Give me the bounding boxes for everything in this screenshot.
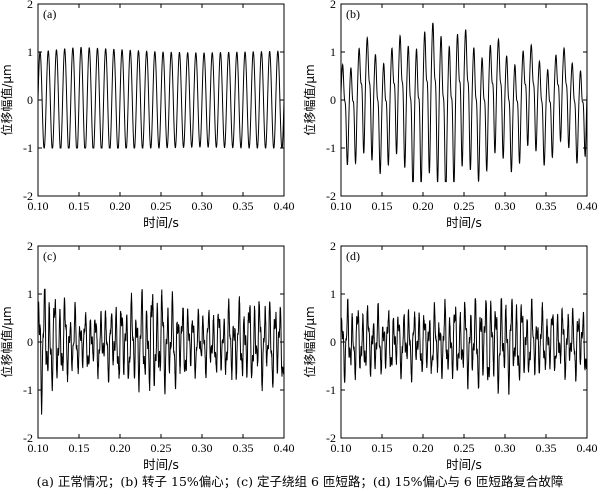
waveform-line xyxy=(341,22,587,183)
x-axis-label: 时间/s xyxy=(446,215,482,230)
x-tick-label: 0.40 xyxy=(274,441,295,455)
x-tick-label: 0.10 xyxy=(28,441,49,455)
y-tick-label: -1 xyxy=(23,141,33,155)
x-tick-label: 0.20 xyxy=(110,441,131,455)
y-tick-label: 0 xyxy=(330,335,336,349)
y-tick-label: 1 xyxy=(27,45,33,59)
waveform-line xyxy=(341,298,587,395)
y-axis-label: 位移幅值/μm xyxy=(0,306,14,377)
x-tick-label: 0.30 xyxy=(495,199,516,213)
y-tick-label: 0 xyxy=(27,93,33,107)
y-tick-label: 1 xyxy=(27,287,33,301)
x-tick-label: 0.15 xyxy=(69,199,90,213)
x-tick-label: 0.15 xyxy=(372,199,393,213)
x-tick-label: 0.25 xyxy=(454,441,475,455)
chart-a: 0.10 0.15 0.20 0.25 0.30 0.35 0.40 2 1 0 -1 -2 (a) 时间… xyxy=(0,0,295,230)
x-tick-label: 0.40 xyxy=(274,199,295,213)
x-tick-label: 0.30 xyxy=(495,441,516,455)
y-tick-label: -2 xyxy=(326,431,336,445)
x-tick-label: 0.20 xyxy=(110,199,131,213)
x-tick-label: 0.25 xyxy=(151,199,172,213)
figure-caption: (a) 正常情况；(b) 转子 15%偏心；(c) 定子绕组 6 匝短路；(d)… xyxy=(36,474,564,489)
x-tick-label: 0.25 xyxy=(454,199,475,213)
x-tick-label: 0.30 xyxy=(192,199,213,213)
x-tick-label: 0.40 xyxy=(577,199,598,213)
x-tick-label: 0.40 xyxy=(577,441,598,455)
y-tick-label: 1 xyxy=(330,45,336,59)
y-tick-label: -1 xyxy=(23,383,33,397)
y-axis-label: 位移幅值/μm xyxy=(0,64,14,135)
y-tick-label: -1 xyxy=(326,141,336,155)
y-tick-label: -2 xyxy=(326,189,336,203)
x-tick-label: 0.35 xyxy=(536,199,557,213)
x-tick-label: 0.10 xyxy=(331,199,352,213)
x-axis-label: 时间/s xyxy=(143,215,179,230)
waveform-line xyxy=(38,288,284,415)
y-axis-label: 位移幅值/μm xyxy=(302,64,317,135)
x-tick-label: 0.25 xyxy=(151,441,172,455)
x-tick-label: 0.35 xyxy=(233,441,254,455)
x-tick-label: 0.20 xyxy=(413,199,434,213)
chart-b: 0.10 0.15 0.20 0.25 0.30 0.35 0.40 2 1 0 -1 -2 (b) 时间… xyxy=(302,0,598,230)
x-axis-label: 时间/s xyxy=(143,457,179,472)
x-tick-label: 0.15 xyxy=(69,441,90,455)
y-tick-label: 1 xyxy=(330,287,336,301)
y-axis-label: 位移幅值/μm xyxy=(302,306,317,377)
panel-label: (c) xyxy=(43,249,56,263)
y-tick-label: 0 xyxy=(27,335,33,349)
panel-label: (d) xyxy=(346,249,360,263)
x-tick-label: 0.10 xyxy=(331,441,352,455)
chart-c: 0.10 0.15 0.20 0.25 0.30 0.35 0.40 2 1 0 -1 -2 (c) 时间… xyxy=(0,239,295,472)
panel-label: (a) xyxy=(43,7,56,21)
y-tick-label: 2 xyxy=(27,0,33,11)
chart-d: 0.10 0.15 0.20 0.25 0.30 0.35 0.40 2 1 0 -1 -2 (d) 时间… xyxy=(302,239,598,472)
y-tick-label: 2 xyxy=(330,239,336,253)
y-tick-label: 2 xyxy=(330,0,336,11)
y-tick-label: 2 xyxy=(27,239,33,253)
x-tick-label: 0.35 xyxy=(233,199,254,213)
x-tick-label: 0.15 xyxy=(372,441,393,455)
y-tick-label: -1 xyxy=(326,383,336,397)
x-tick-label: 0.30 xyxy=(192,441,213,455)
x-tick-label: 0.35 xyxy=(536,441,557,455)
panel-label: (b) xyxy=(346,7,360,21)
y-tick-label: 0 xyxy=(330,93,336,107)
x-tick-label: 0.20 xyxy=(413,441,434,455)
x-tick-label: 0.10 xyxy=(28,199,49,213)
x-axis-label: 时间/s xyxy=(446,457,482,472)
y-tick-label: -2 xyxy=(23,431,33,445)
waveform-line xyxy=(38,46,284,149)
y-tick-label: -2 xyxy=(23,189,33,203)
